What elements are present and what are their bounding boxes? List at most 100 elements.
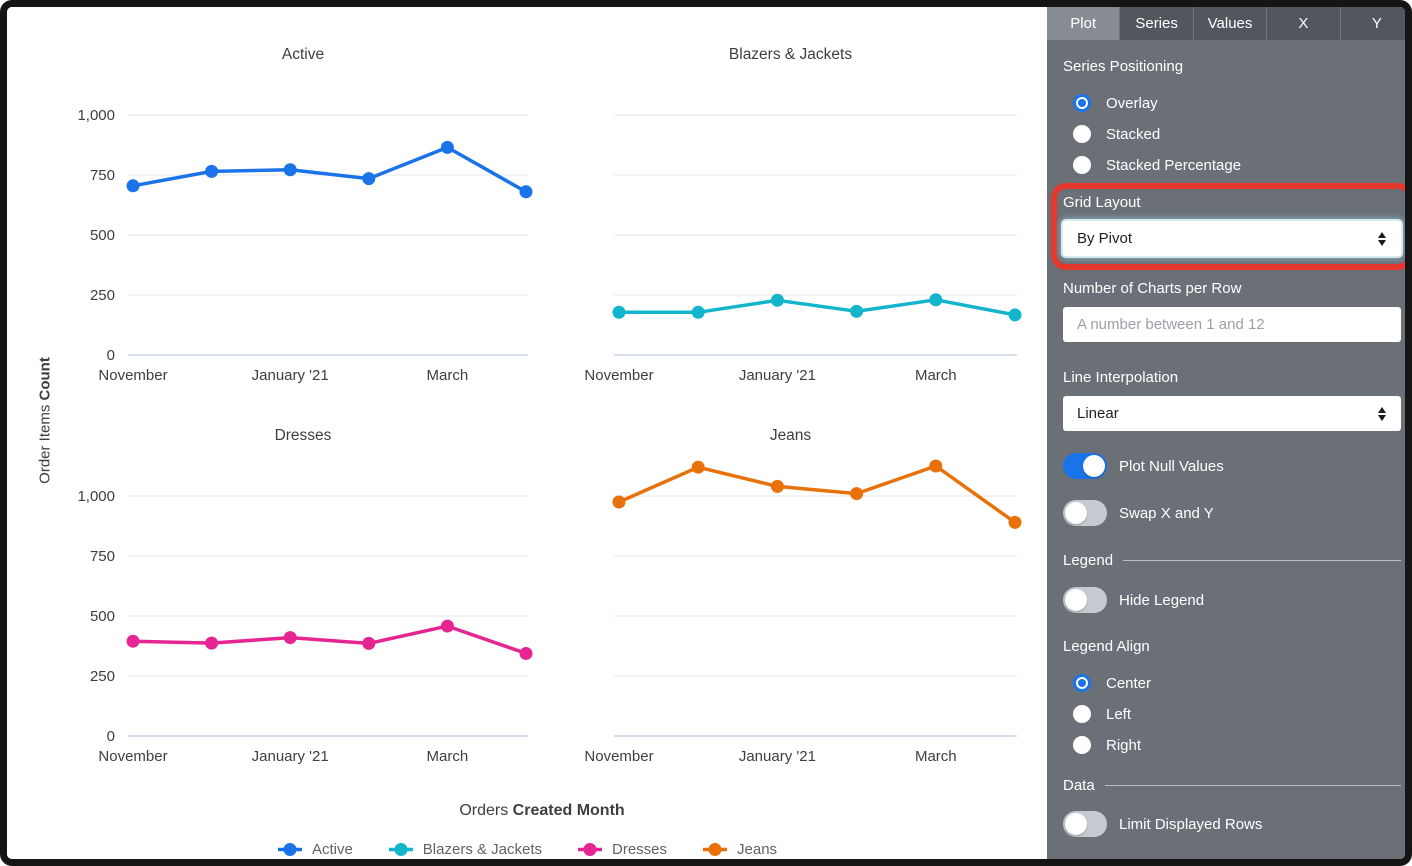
legend-item-blazers-jackets[interactable]: Blazers & Jackets <box>388 841 542 858</box>
data-point[interactable] <box>362 636 376 650</box>
radio-series-positioning-stacked[interactable]: Stacked <box>1073 122 1401 146</box>
y-tick-label: 250 <box>90 668 115 685</box>
y-tick-label: 250 <box>90 287 115 304</box>
toggle-track <box>1063 587 1107 613</box>
x-tick-label: March <box>915 367 957 384</box>
legend-item-jeans[interactable]: Jeans <box>702 841 777 858</box>
legend-item-active[interactable]: Active <box>277 841 353 858</box>
plot-tab-content: Series Positioning Overlay Stacked Stacked… <box>1047 57 1405 837</box>
data-point[interactable] <box>126 634 140 648</box>
radio-series-positioning-overlay[interactable]: Overlay <box>1073 91 1401 115</box>
grid-layout-highlight-annotation: Grid Layout By Pivot <box>1051 183 1405 270</box>
data-point[interactable] <box>283 163 297 177</box>
legend-marker-icon <box>703 843 728 856</box>
small-multiples-line-charts: 0 250 500 750 1,000 November January '21 March A… <box>77 46 1022 765</box>
radio-selected-icon[interactable] <box>1073 94 1091 112</box>
radio-unselected-icon[interactable] <box>1073 705 1091 723</box>
chart-title: Blazers & Jackets <box>729 46 852 63</box>
chart-canvas: 0 250 500 750 1,000 November January '21 March A… <box>7 7 1047 859</box>
data-point[interactable] <box>362 172 376 186</box>
tab-series[interactable]: Series <box>1119 7 1192 40</box>
x-tick-label: November <box>98 748 167 765</box>
y-tick-label: 1,000 <box>77 488 115 505</box>
data-point[interactable] <box>929 293 943 307</box>
chart-title: Jeans <box>770 427 812 444</box>
data-point[interactable] <box>850 487 864 501</box>
radio-legend-align-center[interactable]: Center <box>1073 671 1401 695</box>
hide-legend-label: Hide Legend <box>1119 591 1205 609</box>
charts-per-row-input[interactable] <box>1077 316 1387 333</box>
tab-plot[interactable]: Plot <box>1047 7 1120 40</box>
chart-blazers-jackets: November January '21 March Blazers & Jacket… <box>584 46 1022 384</box>
toggle-knob <box>1065 502 1087 524</box>
data-point[interactable] <box>283 631 297 645</box>
limit-displayed-rows-toggle[interactable]: Limit Displayed Rows <box>1063 811 1401 837</box>
hide-legend-toggle[interactable]: Hide Legend <box>1063 587 1401 613</box>
data-point[interactable] <box>691 460 705 474</box>
data-point[interactable] <box>126 179 140 193</box>
data-point[interactable] <box>205 636 219 650</box>
data-point[interactable] <box>850 304 864 318</box>
radio-legend-align-right[interactable]: Right <box>1073 733 1401 757</box>
data-point[interactable] <box>205 164 219 178</box>
series-positioning-radio-group: Overlay Stacked Stacked Percentage <box>1073 91 1401 177</box>
tab-y[interactable]: Y <box>1339 7 1405 40</box>
y-axis-title-view: Order Items <box>36 404 54 484</box>
grid-layout-select[interactable]: By Pivot <box>1063 221 1401 256</box>
data-point[interactable] <box>440 619 454 633</box>
plot-null-values-label: Plot Null Values <box>1119 457 1224 475</box>
radio-legend-align-left[interactable]: Left <box>1073 702 1401 726</box>
y-tick-label: 500 <box>90 227 115 244</box>
x-axis-title-field: Created Month <box>512 802 625 819</box>
y-tick-label: 0 <box>107 728 115 745</box>
radio-series-positioning-stacked-percentage[interactable]: Stacked Percentage <box>1073 153 1401 177</box>
radio-unselected-icon[interactable] <box>1073 736 1091 754</box>
legend-section-label: Legend <box>1063 551 1114 569</box>
panel-scrollbar[interactable] <box>1408 40 1412 859</box>
data-point[interactable] <box>691 305 705 319</box>
toggle-track <box>1063 811 1107 837</box>
series-positioning-label: Series Positioning <box>1063 58 1184 75</box>
data-point[interactable] <box>929 459 943 473</box>
radio-label: Overlay <box>1106 94 1158 112</box>
y-tick-label: 750 <box>90 167 115 184</box>
data-point[interactable] <box>612 305 626 319</box>
series-line <box>619 298 1016 317</box>
radio-selected-icon[interactable] <box>1073 674 1091 692</box>
radio-label: Stacked <box>1106 125 1161 143</box>
x-tick-label: November <box>584 748 653 765</box>
y-tick-label: 500 <box>90 608 115 625</box>
charts-per-row-input-wrap <box>1063 307 1401 342</box>
tab-x[interactable]: X <box>1266 7 1339 40</box>
line-interpolation-selected-value: Linear <box>1077 405 1119 422</box>
radio-unselected-icon[interactable] <box>1073 125 1091 143</box>
tab-values[interactable]: Values <box>1192 7 1266 40</box>
legend-marker-icon <box>578 843 603 856</box>
data-point[interactable] <box>519 185 533 199</box>
legend-section-header: Legend <box>1063 550 1401 570</box>
y-tick-label: 0 <box>107 347 115 364</box>
data-point[interactable] <box>1008 308 1022 322</box>
data-point[interactable] <box>770 479 784 493</box>
y-axis-title-field: Count <box>36 357 54 401</box>
legend-item-dresses[interactable]: Dresses <box>577 841 667 858</box>
settings-panel: Plot Series Values X Y Series Positioning Ov… <box>1047 7 1412 859</box>
radio-unselected-icon[interactable] <box>1073 156 1091 174</box>
limit-displayed-rows-label: Limit Displayed Rows <box>1119 815 1263 833</box>
chart-legend: Active Blazers & Jackets Dresses Jeans <box>7 841 1047 858</box>
plot-null-values-toggle[interactable]: Plot Null Values <box>1063 453 1401 479</box>
data-point[interactable] <box>440 140 454 154</box>
data-point[interactable] <box>612 495 626 509</box>
y-tick-label: 1,000 <box>77 107 115 124</box>
y-tick-label: 750 <box>90 548 115 565</box>
line-interpolation-select[interactable]: Linear <box>1063 396 1401 431</box>
toggle-knob <box>1083 455 1105 477</box>
x-tick-label: January '21 <box>252 748 329 765</box>
legend-item-label: Dresses <box>612 841 668 858</box>
swap-x-and-y-toggle[interactable]: Swap X and Y <box>1063 500 1401 526</box>
data-point[interactable] <box>1008 515 1022 529</box>
data-point[interactable] <box>770 293 784 307</box>
radio-label: Right <box>1106 736 1142 754</box>
x-tick-label: March <box>427 748 469 765</box>
data-point[interactable] <box>519 646 533 660</box>
